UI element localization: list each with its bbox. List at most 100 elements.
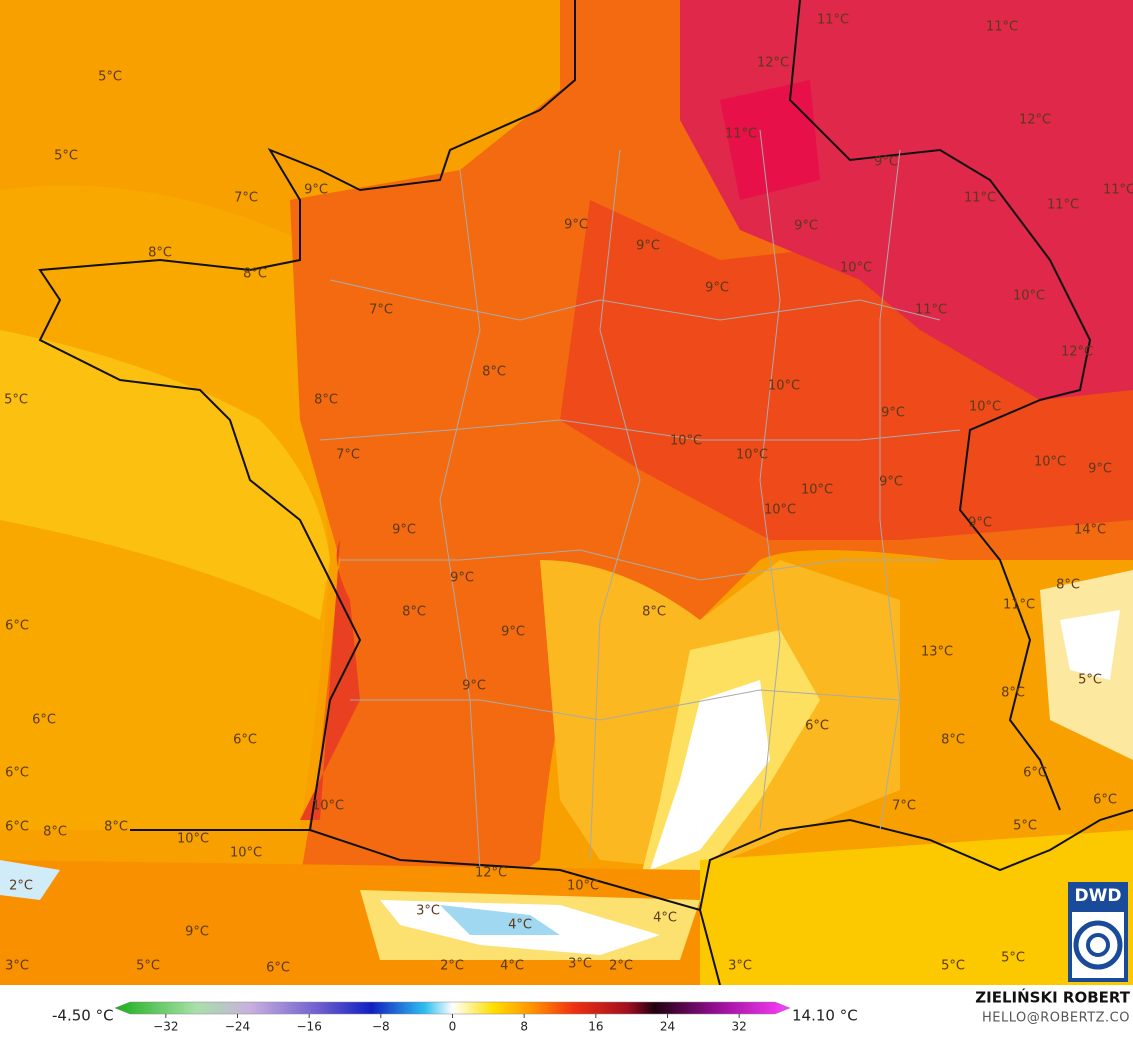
temperature-label: 8°C <box>1056 578 1080 593</box>
colorbar-min: -4.50 °C <box>52 1007 114 1025</box>
coastlines-borders <box>38 0 1133 986</box>
temperature-label: 3°C <box>5 959 29 974</box>
temperature-label: 7°C <box>336 448 360 463</box>
colorbar-tick-label: −24 <box>225 1020 250 1034</box>
colorbar <box>114 1001 791 1015</box>
temperature-label: 7°C <box>892 799 916 814</box>
temperature-label: 8°C <box>482 365 506 380</box>
temperature-label: 8°C <box>43 825 67 840</box>
dwd-logo-swirl <box>1086 933 1110 957</box>
temperature-label: 5°C <box>98 70 122 85</box>
temperature-label: 9°C <box>462 679 486 694</box>
temperature-label: 12°C <box>757 56 789 71</box>
temperature-label: 11°C <box>915 303 947 318</box>
temperature-label: 8°C <box>941 733 965 748</box>
temperature-label: 9°C <box>1088 462 1112 477</box>
temperature-label: 10°C <box>177 832 209 847</box>
temperature-label: 6°C <box>805 719 829 734</box>
temperature-label: 6°C <box>1093 793 1117 808</box>
temperature-label: 9°C <box>304 183 328 198</box>
temperature-label: 6°C <box>1023 766 1047 781</box>
temperature-label: 7°C <box>234 191 258 206</box>
temperature-label: 14°C <box>1074 523 1106 538</box>
region-borders <box>319 129 961 871</box>
temperature-label: 3°C <box>568 957 592 972</box>
temperature-label: 11°C <box>725 127 757 142</box>
author: ZIELIŃSKI ROBERT <box>975 988 1130 1007</box>
temperature-label: 4°C <box>508 918 532 933</box>
temperature-label: 3°C <box>416 904 440 919</box>
temperature-label: 11°C <box>964 191 996 206</box>
temperature-label: 6°C <box>5 619 29 634</box>
temperature-label: 11°C <box>817 13 849 28</box>
temperature-label: 12°C <box>475 866 507 881</box>
temperature-label: 9°C <box>881 406 905 421</box>
colorbar-tick-label: −32 <box>153 1020 178 1034</box>
colorbar-max: 14.10 °C <box>792 1007 858 1025</box>
temperature-label: 9°C <box>705 281 729 296</box>
temperature-label: 5°C <box>1078 673 1102 688</box>
temperature-label: 8°C <box>243 267 267 282</box>
temperature-label: 2°C <box>9 879 33 894</box>
temperature-label: 12°C <box>1019 113 1051 128</box>
temperature-label: 11°C <box>1003 598 1035 613</box>
colorbar-tick-label: 0 <box>449 1020 457 1034</box>
temperature-label: 9°C <box>392 523 416 538</box>
temperature-label: 5°C <box>4 393 28 408</box>
temperature-label: 3°C <box>728 959 752 974</box>
colorbar-tick-label: 32 <box>732 1020 747 1034</box>
temperature-label: 9°C <box>794 219 818 234</box>
temperature-label: 12°C <box>1061 345 1093 360</box>
temperature-label: 10°C <box>1013 289 1045 304</box>
colorbar-tick-label: 16 <box>588 1020 603 1034</box>
temperature-labels: 11°C 11°C 5°C 12°C 12°C 5°C 11°C 9°C 9°C 7°C 11°C 1… <box>4 13 1133 976</box>
temperature-label: 10°C <box>567 879 599 894</box>
temperature-label: 9°C <box>450 571 474 586</box>
temperature-label: 8°C <box>148 246 172 261</box>
temperature-label: 10°C <box>801 483 833 498</box>
temperature-field <box>0 0 1133 985</box>
temperature-label: 10°C <box>764 503 796 518</box>
temperature-label: 10°C <box>1034 455 1066 470</box>
colorbar-tick-label: −16 <box>297 1020 322 1034</box>
temperature-label: 9°C <box>564 218 588 233</box>
contact: HELLO@ROBERTZ.CO <box>982 1011 1130 1026</box>
temperature-label: 8°C <box>314 393 338 408</box>
colorbar-tick-label: −8 <box>372 1020 390 1034</box>
temperature-label: 11°C <box>1047 198 1079 213</box>
temperature-label: 10°C <box>969 400 1001 415</box>
colorbar-tick-label: 8 <box>520 1020 528 1034</box>
temperature-label: 13°C <box>921 645 953 660</box>
temperature-label: 9°C <box>968 516 992 531</box>
temperature-label: 2°C <box>440 959 464 974</box>
temperature-label: 8°C <box>1001 686 1025 701</box>
temperature-label: 4°C <box>500 959 524 974</box>
temperature-label: 5°C <box>1001 951 1025 966</box>
temperature-label: 7°C <box>369 303 393 318</box>
temperature-label: 9°C <box>185 925 209 940</box>
temperature-label: 9°C <box>636 239 660 254</box>
temperature-label: 6°C <box>32 713 56 728</box>
temperature-label: 9°C <box>874 155 898 170</box>
temperature-label: 5°C <box>1013 819 1037 834</box>
temperature-label: 10°C <box>230 846 262 861</box>
dwd-logo-swirl <box>1073 920 1123 970</box>
temperature-label: 10°C <box>312 799 344 814</box>
temperature-label: 10°C <box>840 261 872 276</box>
temperature-label: 5°C <box>54 149 78 164</box>
temperature-label: 11°C <box>986 20 1018 35</box>
temperature-label: 4°C <box>653 911 677 926</box>
temperature-label: 10°C <box>736 448 768 463</box>
temperature-label: 6°C <box>5 820 29 835</box>
temperature-label: 9°C <box>879 475 903 490</box>
temperature-label: 5°C <box>941 959 965 974</box>
colorbar-tick-label: 24 <box>660 1020 675 1034</box>
temperature-label: 11°C <box>1103 183 1133 198</box>
dwd-logo-text: DWD <box>1075 886 1122 906</box>
temperature-label: 8°C <box>642 605 666 620</box>
temperature-label: 2°C <box>609 959 633 974</box>
temperature-label: 6°C <box>266 961 290 976</box>
temperature-label: 6°C <box>233 733 257 748</box>
temperature-label: 6°C <box>5 766 29 781</box>
